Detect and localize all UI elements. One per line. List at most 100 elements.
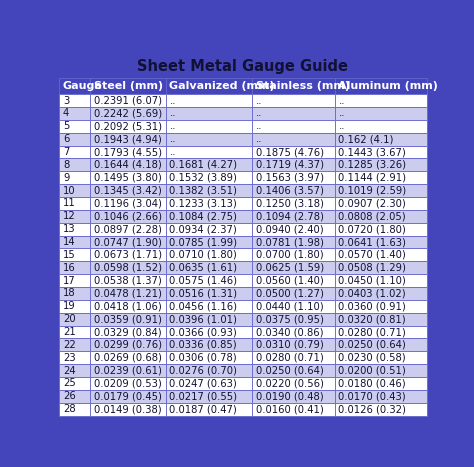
Text: 0.1250 (3.18): 0.1250 (3.18) [256,198,324,208]
Text: 0.0396 (1.01): 0.0396 (1.01) [169,314,237,324]
Bar [252,171,335,184]
Bar [59,339,91,351]
Text: 0.0625 (1.59): 0.0625 (1.59) [256,263,324,273]
Text: 0.0907 (2.30): 0.0907 (2.30) [338,198,406,208]
Text: ..: .. [338,108,345,119]
Bar [59,262,91,274]
Text: ..: .. [256,108,262,119]
Bar [59,120,91,133]
Bar [252,300,335,313]
Bar [335,262,427,274]
Bar [91,197,166,210]
Text: 7: 7 [63,147,69,157]
Bar [252,390,335,403]
Bar [252,223,335,236]
Text: 0.0673 (1.71): 0.0673 (1.71) [94,250,162,260]
Bar [166,78,252,94]
Bar [59,248,91,262]
Text: 0.0375 (0.95): 0.0375 (0.95) [256,314,324,324]
Text: 0.0516 (1.31): 0.0516 (1.31) [169,289,237,298]
Bar [252,248,335,262]
Bar [252,287,335,300]
Text: 0.0710 (1.80): 0.0710 (1.80) [169,250,237,260]
Text: 0.1875 (4.76): 0.1875 (4.76) [256,147,324,157]
Text: 0.0306 (0.78): 0.0306 (0.78) [169,353,237,363]
Text: 0.0450 (1.10): 0.0450 (1.10) [338,276,406,286]
Bar [91,78,166,94]
Bar [252,325,335,339]
Text: 0.1532 (3.89): 0.1532 (3.89) [169,173,237,183]
Bar [166,262,252,274]
Text: 0.162 (4.1): 0.162 (4.1) [338,134,394,144]
Text: 0.1285 (3.26): 0.1285 (3.26) [338,160,406,170]
Bar [166,287,252,300]
Text: 0.0538 (1.37): 0.0538 (1.37) [94,276,162,286]
Bar [252,313,335,325]
Text: 0.1943 (4.94): 0.1943 (4.94) [94,134,162,144]
Text: 0.0230 (0.58): 0.0230 (0.58) [338,353,406,363]
Bar [91,107,166,120]
Text: 0.1681 (4.27): 0.1681 (4.27) [169,160,237,170]
Text: Steel (mm): Steel (mm) [94,81,163,91]
Text: 0.0635 (1.61): 0.0635 (1.61) [169,263,237,273]
Text: ..: .. [169,96,176,106]
Text: 0.0403 (1.02): 0.0403 (1.02) [338,289,406,298]
Text: 8: 8 [63,160,69,170]
Bar [335,146,427,158]
Text: 0.1019 (2.59): 0.1019 (2.59) [338,185,407,196]
Text: 0.1793 (4.55): 0.1793 (4.55) [94,147,162,157]
Bar [166,120,252,133]
Text: 0.0575 (1.46): 0.0575 (1.46) [169,276,237,286]
Text: 0.0190 (0.48): 0.0190 (0.48) [256,391,323,401]
Text: 0.0340 (0.86): 0.0340 (0.86) [256,327,323,337]
Text: 0.0641 (1.63): 0.0641 (1.63) [338,237,406,247]
Bar [59,313,91,325]
Text: 18: 18 [63,289,75,298]
Bar [91,274,166,287]
Text: 0.1443 (3.67): 0.1443 (3.67) [338,147,406,157]
Text: ..: .. [169,121,176,131]
Bar [91,390,166,403]
Text: 0.0280 (0.71): 0.0280 (0.71) [338,327,406,337]
Text: 0.1094 (2.78): 0.1094 (2.78) [256,211,324,221]
Text: 0.0209 (0.53): 0.0209 (0.53) [94,378,162,389]
Bar [252,197,335,210]
Text: 0.0269 (0.68): 0.0269 (0.68) [94,353,162,363]
Bar [335,158,427,171]
Bar [91,236,166,248]
Bar [59,78,91,94]
Bar [59,325,91,339]
Bar [252,403,335,416]
Text: 14: 14 [63,237,75,247]
Text: 0.0720 (1.80): 0.0720 (1.80) [338,224,406,234]
Text: 0.0329 (0.84): 0.0329 (0.84) [94,327,162,337]
Text: Aluminum (mm): Aluminum (mm) [338,81,438,91]
Text: 0.0808 (2.05): 0.0808 (2.05) [338,211,406,221]
Text: 0.0280 (0.71): 0.0280 (0.71) [256,353,324,363]
Bar [91,287,166,300]
Bar [59,223,91,236]
Text: 0.0180 (0.46): 0.0180 (0.46) [338,378,406,389]
Text: 0.0366 (0.93): 0.0366 (0.93) [169,327,237,337]
Text: 0.0170 (0.43): 0.0170 (0.43) [338,391,406,401]
Bar [335,133,427,146]
Text: 0.0160 (0.41): 0.0160 (0.41) [256,404,324,414]
Text: 0.0508 (1.29): 0.0508 (1.29) [338,263,406,273]
Bar [166,197,252,210]
Bar [166,364,252,377]
Bar [166,94,252,107]
Text: 23: 23 [63,353,75,363]
Bar [91,262,166,274]
Bar [166,210,252,223]
Text: ..: .. [256,121,262,131]
Bar [335,351,427,364]
Text: 0.2242 (5.69): 0.2242 (5.69) [94,108,162,119]
Bar [91,133,166,146]
Bar [252,351,335,364]
Bar [91,300,166,313]
Text: 19: 19 [63,301,76,311]
Text: 0.0187 (0.47): 0.0187 (0.47) [169,404,237,414]
Bar [335,377,427,390]
Bar [335,78,427,94]
Text: ..: .. [256,134,262,144]
